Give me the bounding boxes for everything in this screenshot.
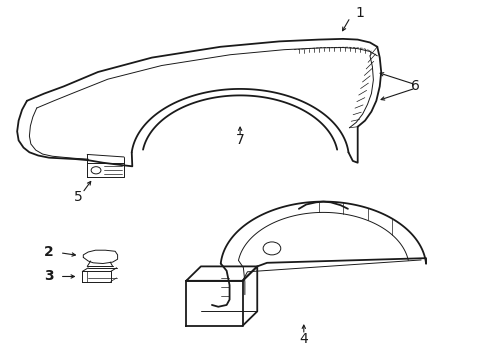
- Text: 1: 1: [356, 6, 365, 19]
- Text: 2: 2: [44, 245, 54, 259]
- Text: 6: 6: [411, 80, 420, 93]
- Text: 3: 3: [44, 269, 54, 283]
- Text: 4: 4: [299, 332, 308, 346]
- Text: 7: 7: [236, 134, 245, 147]
- Text: 5: 5: [74, 190, 83, 204]
